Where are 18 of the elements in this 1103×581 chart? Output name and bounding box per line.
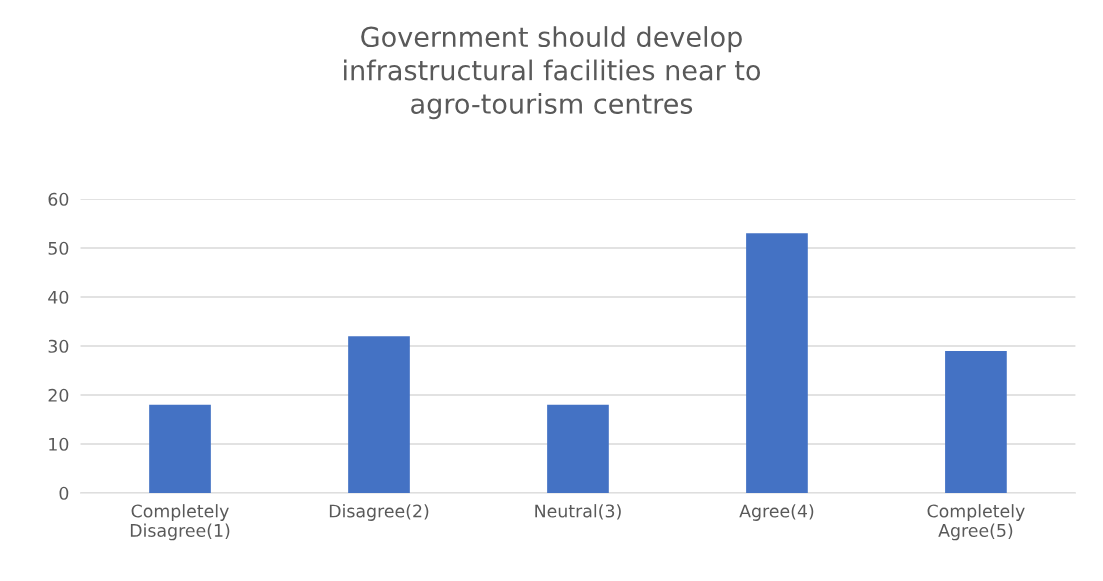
bar <box>746 233 808 493</box>
y-tick-label: 40 <box>48 290 69 304</box>
x-tick-label: Completely Disagree(1) <box>130 504 230 541</box>
y-tick-label: 0 <box>59 486 69 500</box>
chart-title: Government should develop infrastructural facilities near to agro-tourism centres <box>344 26 761 120</box>
bar <box>149 404 211 493</box>
x-tick-label: Agree(4) <box>739 504 814 521</box>
y-tick-label: 50 <box>48 241 69 255</box>
bar <box>348 336 410 493</box>
bar <box>945 350 1007 493</box>
y-tick-label: 20 <box>48 388 69 402</box>
x-tick-label: Completely Agree(5) <box>927 504 1025 541</box>
y-tick-label: 10 <box>49 437 69 451</box>
x-tick-label: Disagree(2) <box>329 504 429 521</box>
y-tick-label: 60 <box>48 192 69 206</box>
x-tick-label: Neutral(3) <box>535 504 621 520</box>
bar <box>547 404 609 493</box>
y-tick-label: 30 <box>48 339 69 353</box>
